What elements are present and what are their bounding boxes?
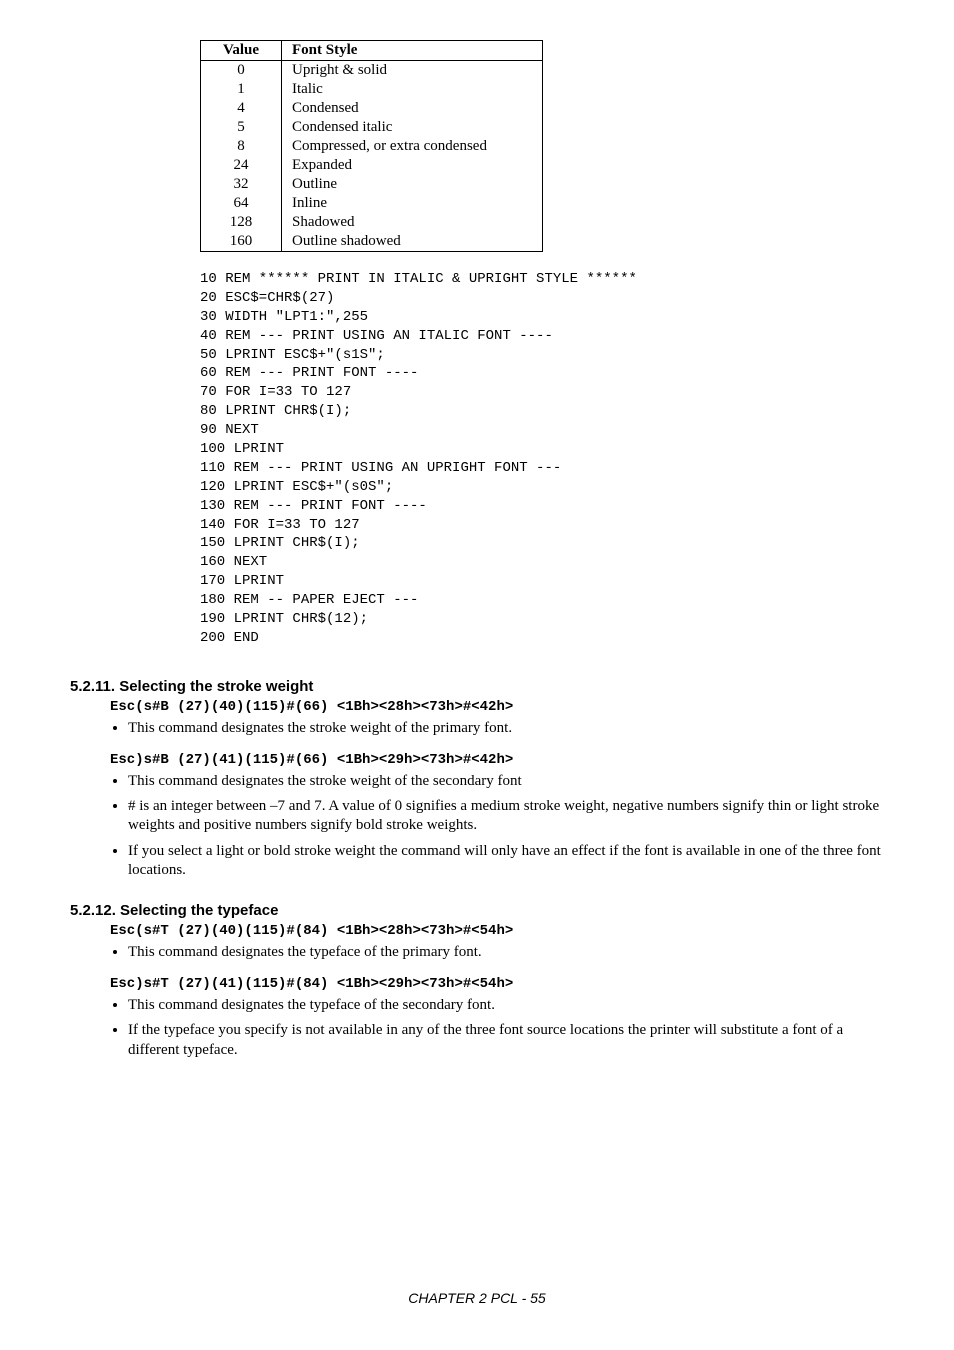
table-row: 8Compressed, or extra condensed (201, 137, 543, 156)
bullet-text: This command designates the stroke weigh… (128, 719, 884, 738)
table-row: 24Expanded (201, 156, 543, 175)
table-row: 64Inline (201, 194, 543, 213)
cmd-primary-typeface: Esc(s#T (27)(40)(115)#(84) <1Bh><28h><73… (110, 923, 884, 939)
table-row: 5Condensed italic (201, 118, 543, 137)
table-header-style: Font Style (282, 41, 543, 61)
bullet-text: This command designates the typeface of … (128, 943, 884, 962)
table-row: 0Upright & solid (201, 61, 543, 81)
heading-typeface: 5.2.12. Selecting the typeface (70, 902, 884, 919)
bullet-text: This command designates the stroke weigh… (128, 772, 884, 791)
table-row: 1Italic (201, 80, 543, 99)
cmd-secondary-typeface: Esc)s#T (27)(41)(115)#(84) <1Bh><29h><73… (110, 976, 884, 992)
cmd-primary-stroke: Esc(s#B (27)(40)(115)#(66) <1Bh><28h><73… (110, 699, 884, 715)
table-row: 160Outline shadowed (201, 232, 543, 252)
table-row: 128Shadowed (201, 213, 543, 232)
page-footer: CHAPTER 2 PCL - 55 (70, 1290, 884, 1306)
bullet-text: If the typeface you specify is not avail… (128, 1021, 884, 1059)
bullet-text: If you select a light or bold stroke wei… (128, 842, 884, 880)
cmd-secondary-stroke: Esc)s#B (27)(41)(115)#(66) <1Bh><29h><73… (110, 752, 884, 768)
basic-code-listing: 10 REM ****** PRINT IN ITALIC & UPRIGHT … (200, 270, 884, 648)
font-style-table: Value Font Style 0Upright & solid 1Itali… (200, 40, 543, 252)
table-row: 4Condensed (201, 99, 543, 118)
bullet-text: This command designates the typeface of … (128, 996, 884, 1015)
heading-stroke-weight: 5.2.11. Selecting the stroke weight (70, 678, 884, 695)
table-row: 32Outline (201, 175, 543, 194)
table-header-value: Value (201, 41, 282, 61)
bullet-text: # is an integer between –7 and 7. A valu… (128, 797, 884, 835)
